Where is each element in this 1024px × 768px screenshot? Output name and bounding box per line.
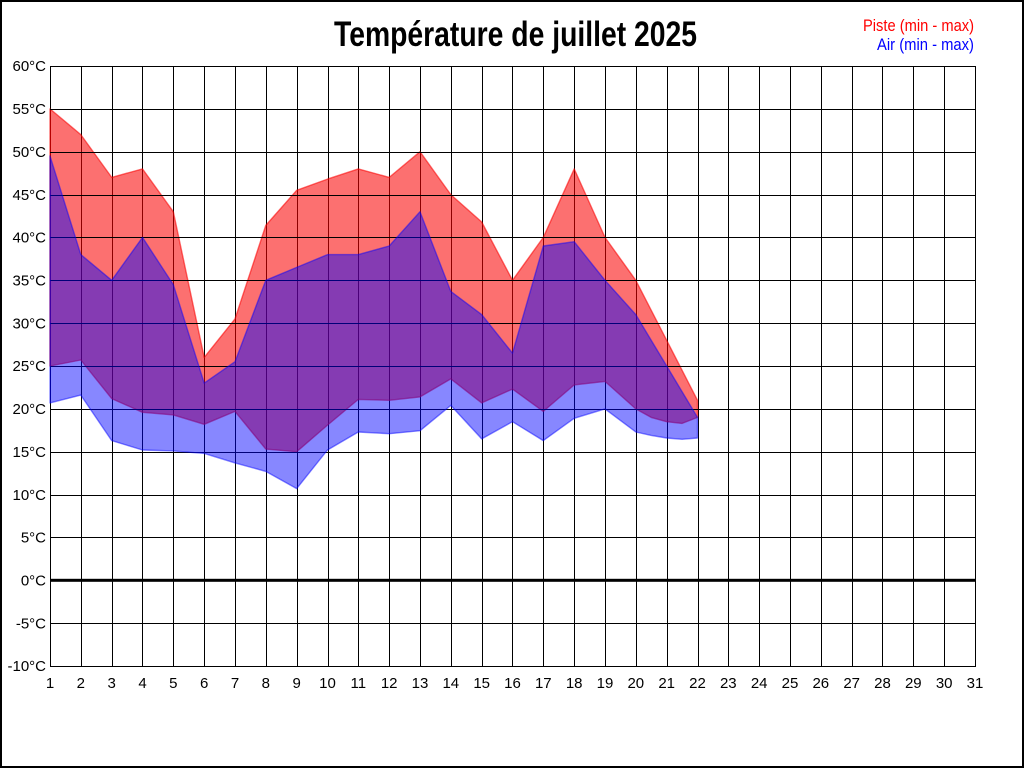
svg-text:25°C: 25°C bbox=[12, 358, 46, 375]
svg-text:Air (min - max): Air (min - max) bbox=[877, 35, 974, 54]
svg-text:0°C: 0°C bbox=[21, 573, 46, 590]
svg-text:6: 6 bbox=[200, 675, 208, 692]
svg-text:8: 8 bbox=[262, 675, 270, 692]
svg-text:5: 5 bbox=[169, 675, 177, 692]
svg-text:20°C: 20°C bbox=[12, 401, 46, 418]
svg-text:2: 2 bbox=[77, 675, 85, 692]
svg-text:45°C: 45°C bbox=[12, 187, 46, 204]
svg-text:16: 16 bbox=[504, 675, 521, 692]
svg-text:25: 25 bbox=[782, 675, 799, 692]
svg-text:-5°C: -5°C bbox=[16, 615, 46, 632]
svg-text:12: 12 bbox=[381, 675, 398, 692]
svg-text:4: 4 bbox=[138, 675, 146, 692]
svg-text:10°C: 10°C bbox=[12, 487, 46, 504]
svg-text:13: 13 bbox=[412, 675, 429, 692]
svg-text:27: 27 bbox=[843, 675, 860, 692]
svg-text:26: 26 bbox=[812, 675, 829, 692]
svg-text:11: 11 bbox=[351, 675, 367, 692]
svg-text:15: 15 bbox=[473, 675, 490, 692]
svg-text:21: 21 bbox=[658, 675, 675, 692]
svg-text:14: 14 bbox=[442, 675, 459, 692]
svg-text:55°C: 55°C bbox=[12, 101, 46, 118]
svg-text:-10°C: -10°C bbox=[7, 658, 46, 675]
svg-text:31: 31 bbox=[967, 675, 984, 692]
svg-text:29: 29 bbox=[905, 675, 922, 692]
svg-text:24: 24 bbox=[751, 675, 768, 692]
svg-text:Piste (min - max): Piste (min - max) bbox=[863, 16, 974, 35]
svg-text:22: 22 bbox=[689, 675, 706, 692]
svg-text:30°C: 30°C bbox=[12, 315, 46, 332]
svg-text:1: 1 bbox=[46, 675, 54, 692]
svg-text:35°C: 35°C bbox=[12, 273, 46, 290]
svg-text:50°C: 50°C bbox=[12, 144, 46, 161]
svg-text:7: 7 bbox=[231, 675, 239, 692]
svg-text:40°C: 40°C bbox=[12, 230, 46, 247]
svg-text:23: 23 bbox=[720, 675, 737, 692]
svg-text:28: 28 bbox=[874, 675, 891, 692]
svg-text:9: 9 bbox=[293, 675, 301, 692]
svg-text:15°C: 15°C bbox=[12, 444, 46, 461]
svg-text:5°C: 5°C bbox=[21, 530, 46, 547]
svg-text:20: 20 bbox=[627, 675, 644, 692]
svg-text:19: 19 bbox=[597, 675, 614, 692]
svg-text:18: 18 bbox=[566, 675, 583, 692]
svg-text:30: 30 bbox=[936, 675, 953, 692]
svg-text:17: 17 bbox=[535, 675, 552, 692]
svg-text:Température de juillet 2025: Température de juillet 2025 bbox=[334, 15, 697, 54]
svg-text:60°C: 60°C bbox=[12, 58, 46, 75]
svg-text:3: 3 bbox=[108, 675, 116, 692]
svg-text:10: 10 bbox=[319, 675, 336, 692]
